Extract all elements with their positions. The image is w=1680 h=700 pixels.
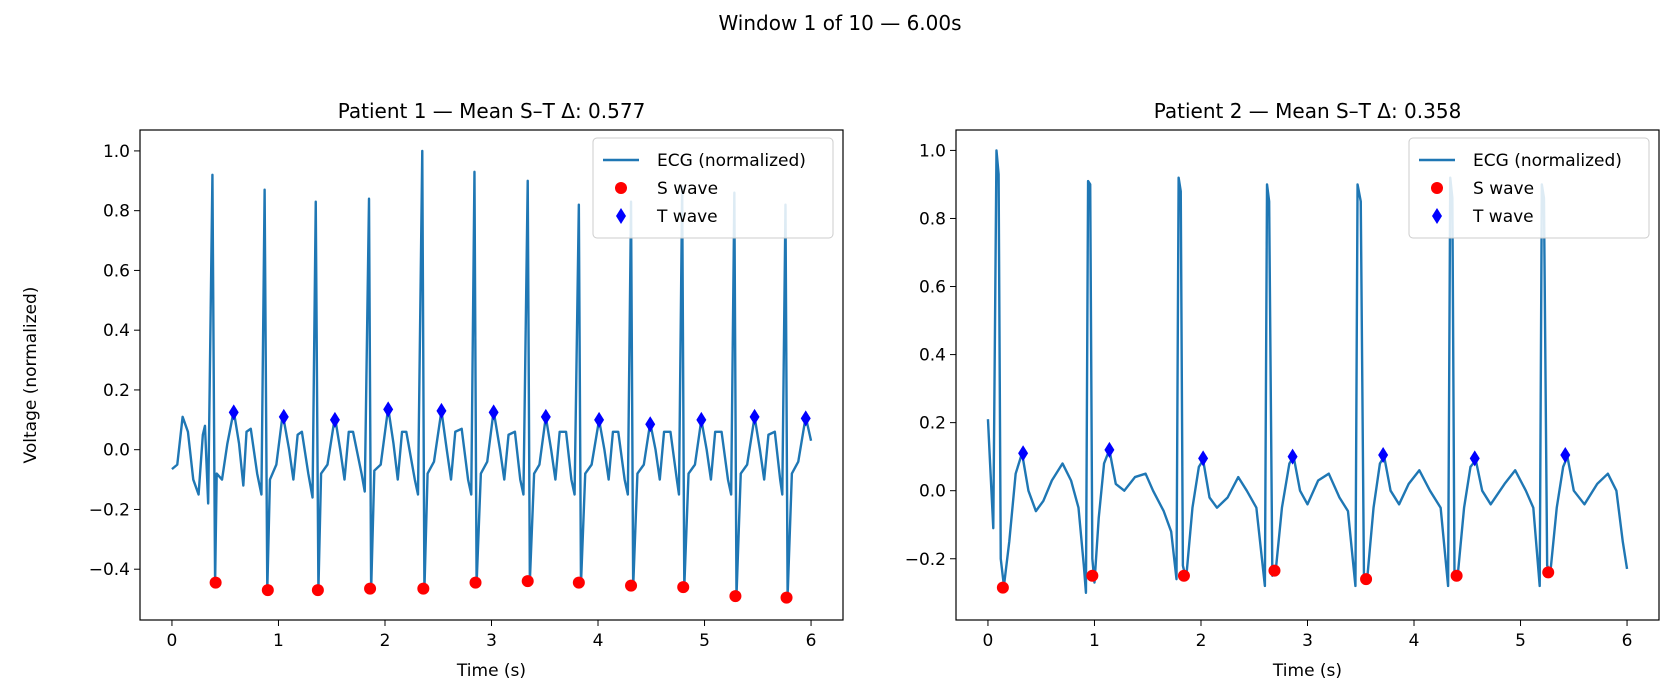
legend-label: S wave	[1473, 179, 1534, 199]
t-wave-point	[228, 404, 239, 421]
t-wave-point	[1378, 446, 1389, 463]
s-wave-point	[209, 576, 222, 589]
t-wave-point	[1469, 450, 1480, 467]
x-tick-label: 3	[1302, 631, 1313, 651]
figure-suptitle: Window 1 of 10 — 6.00s	[718, 11, 961, 35]
ecg-series-line	[171, 149, 813, 598]
t-wave-point	[488, 404, 499, 421]
s-wave-point	[311, 584, 324, 597]
y-tick-label: 0.4	[103, 321, 130, 341]
x-tick-label: 5	[699, 631, 710, 651]
t-wave-point	[436, 402, 447, 419]
legend-label: ECG (normalized)	[1473, 151, 1622, 171]
legend-s-wave-handle	[615, 182, 627, 194]
x-tick-label: 2	[380, 631, 391, 651]
y-tick-label: 0.0	[103, 441, 130, 461]
panel-patient-2: Patient 2 — Mean S–T Δ: 0.358 0 1 2 3 4 5 6 −0.2…	[905, 99, 1660, 681]
legend-frame	[1408, 137, 1650, 239]
y-tick-label: 0.8	[103, 202, 130, 222]
legend: ECG (normalized) S wave T wave	[1408, 137, 1650, 239]
x-tick-label: 1	[273, 631, 284, 651]
x-tick-label: 4	[593, 631, 604, 651]
panel-title: Patient 2 — Mean S–T Δ: 0.358	[1154, 99, 1462, 123]
legend-label: T wave	[656, 207, 718, 227]
y-tick-label: 1.0	[103, 142, 130, 162]
y-tick-label: −0.4	[89, 560, 130, 580]
s-wave-point	[677, 581, 690, 594]
t-wave-point	[645, 416, 656, 433]
y-tick-label: 0.4	[919, 346, 946, 366]
t-wave-point	[1198, 450, 1209, 467]
plot-area	[986, 149, 1629, 594]
x-tick-label: 2	[1196, 631, 1207, 651]
y-tick-label: −0.2	[89, 500, 130, 520]
y-tick-label: 1.0	[919, 141, 946, 161]
t-wave-point	[383, 401, 394, 418]
s-wave-point	[1450, 569, 1463, 582]
t-wave-point	[749, 408, 760, 425]
t-wave-point	[594, 411, 605, 428]
s-wave-point	[417, 582, 430, 595]
t-wave-point	[1018, 445, 1029, 462]
y-tick-label: 0.6	[103, 261, 130, 281]
legend-label: T wave	[1472, 207, 1534, 227]
y-tick-label: 0.8	[919, 209, 946, 229]
ecg-series-line	[986, 149, 1629, 594]
s-wave-point	[469, 576, 482, 589]
s-wave-point	[1086, 569, 1099, 582]
legend-t-wave-handle	[616, 208, 626, 224]
t-wave-point	[329, 411, 340, 428]
y-tick-label: 0.0	[919, 482, 946, 502]
legend-s-wave-handle	[1431, 182, 1443, 194]
plot-area	[171, 149, 813, 604]
x-tick-label: 6	[806, 631, 817, 651]
x-tick-label: 3	[486, 631, 497, 651]
axes-frame	[955, 129, 1660, 621]
t-wave-point	[540, 408, 551, 425]
x-tick-label: 1	[1089, 631, 1100, 651]
t-wave-point	[278, 408, 289, 425]
s-wave-point	[625, 579, 638, 592]
x-tick-label: 6	[1622, 631, 1633, 651]
s-wave-point	[1268, 564, 1281, 577]
t-wave-point	[1104, 441, 1115, 458]
s-wave-point	[521, 575, 534, 588]
panel-title: Patient 1 — Mean S–T Δ: 0.577	[338, 99, 646, 123]
t-wave-point	[696, 411, 707, 428]
s-wave-point	[1177, 569, 1190, 582]
legend: ECG (normalized) S wave T wave	[592, 137, 834, 239]
x-tick-label: 4	[1409, 631, 1420, 651]
legend-t-wave-handle	[1432, 208, 1442, 224]
s-wave-point	[996, 581, 1009, 594]
x-tick-label: 5	[1515, 631, 1526, 651]
y-tick-label: 0.6	[919, 278, 946, 298]
legend-label: ECG (normalized)	[657, 151, 806, 171]
y-tick-label: 0.2	[919, 414, 946, 434]
t-wave-point	[1560, 446, 1571, 463]
x-tick-label: 0	[167, 631, 178, 651]
legend-label: S wave	[657, 179, 718, 199]
s-wave-point	[572, 576, 585, 589]
axes-frame	[139, 129, 844, 621]
t-wave-point	[800, 410, 811, 427]
y-tick-label: −0.2	[905, 550, 946, 570]
x-tick-label: 0	[983, 631, 994, 651]
y-tick-label: 0.2	[103, 381, 130, 401]
x-axis-label: Time (s)	[456, 661, 526, 681]
legend-frame	[592, 137, 834, 239]
panel-patient-1: Patient 1 — Mean S–T Δ: 0.577 0 1 2 3 4 5 6 −0.4…	[21, 99, 844, 681]
s-wave-point	[780, 591, 793, 604]
x-axis-label: Time (s)	[1272, 661, 1342, 681]
s-wave-point	[729, 590, 742, 603]
s-wave-point	[364, 582, 377, 595]
s-wave-point	[1542, 566, 1555, 579]
s-wave-point	[261, 584, 274, 597]
y-axis-label: Voltage (normalized)	[21, 287, 41, 464]
t-wave-point	[1287, 448, 1298, 465]
s-wave-point	[1360, 573, 1373, 586]
